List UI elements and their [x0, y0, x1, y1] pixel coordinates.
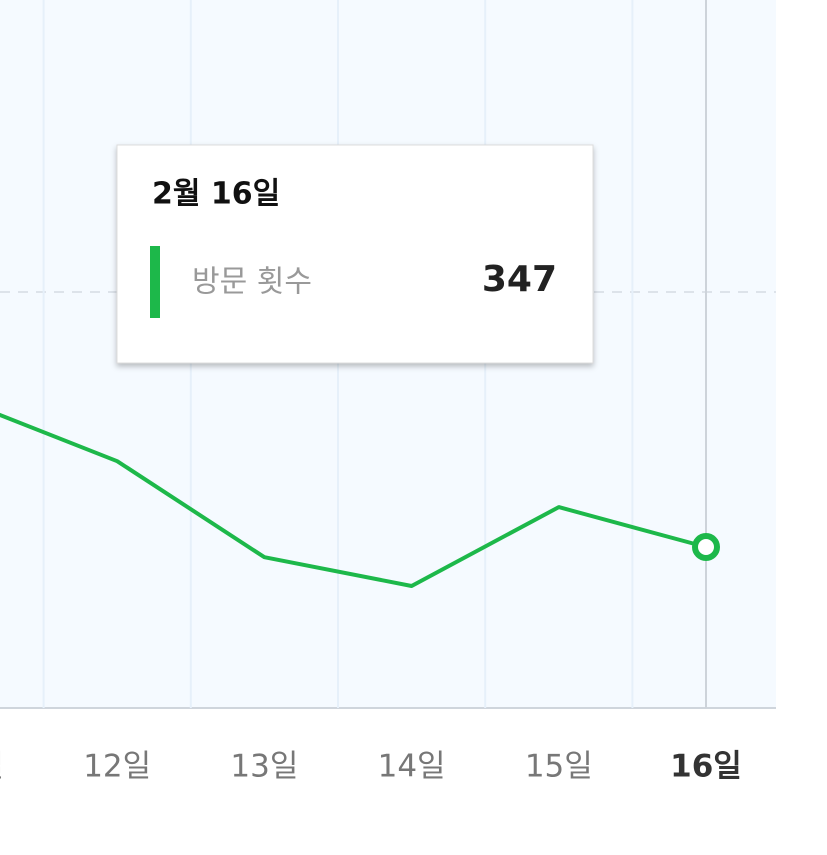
x-tick-label: 15일 — [525, 749, 593, 785]
tooltip: 2월 16일 방문 횟수 347 — [116, 144, 594, 364]
line — [0, 412, 707, 588]
tooltip-title: 2월 16일 — [152, 177, 280, 212]
tooltip-box — [116, 144, 594, 364]
tooltip-series-name: 방문 횟수 — [192, 265, 312, 300]
x-tick-label: 16일 — [670, 749, 742, 785]
tooltip-value: 347 — [482, 259, 557, 300]
x-tick-label: 12일 — [83, 749, 151, 785]
tooltip-swatch — [150, 246, 160, 318]
x-tick-label: 14일 — [378, 749, 446, 785]
x-tick-label: 11일 — [0, 749, 4, 785]
active-point — [692, 533, 720, 562]
x-tick-label: 13일 — [230, 749, 298, 785]
